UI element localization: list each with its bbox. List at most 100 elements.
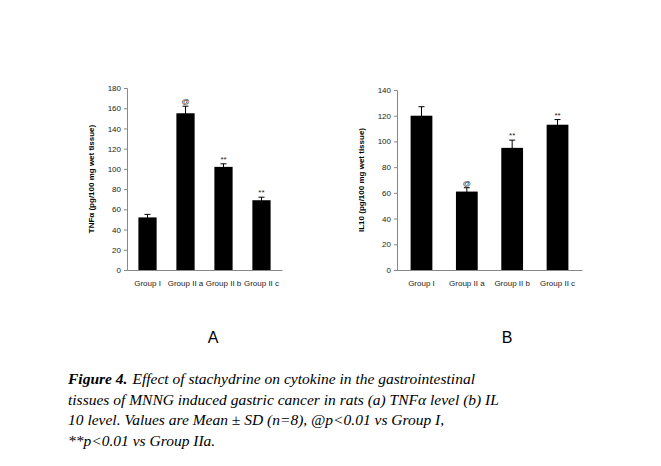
bar [252, 200, 270, 270]
y-tick-label: 0 [387, 266, 392, 275]
y-tick: 80 [382, 163, 397, 172]
chart: 0 20 40 60 80 100 120 140 160 180 Group I Group II … [87, 84, 283, 346]
y-tick: 120 [378, 112, 397, 121]
y-tick-mark [124, 149, 127, 150]
significance-mark: ** [220, 155, 226, 164]
figure: 0 20 40 60 80 100 120 140 160 180 Group I Group II … [0, 0, 661, 466]
error-bar-cap [418, 106, 424, 107]
x-axis: Group I Group II aGroup II bGroup II c [128, 270, 283, 288]
y-tick-label: 120 [378, 112, 392, 121]
error-bar-cap [145, 214, 151, 215]
y-tick: 40 [112, 226, 127, 235]
y-tick-label: 20 [112, 246, 121, 255]
y-tick: 20 [382, 240, 397, 249]
caption-label: Figure 4. [67, 370, 127, 387]
y-tick-label: 60 [382, 189, 391, 198]
y-tick-mark [124, 250, 127, 251]
error-bar-stem [466, 188, 467, 196]
error-bar [220, 164, 226, 170]
plot-area [138, 106, 270, 270]
x-tick: Group II c [540, 270, 575, 288]
y-tick-label: 40 [382, 215, 391, 224]
x-tick-label: Group II a [168, 279, 204, 288]
caption-line: 10 level. Values are Mean ± SD (n=8), @p… [68, 411, 444, 429]
error-bar-stem [512, 140, 513, 155]
y-tick: 40 [382, 215, 397, 224]
error-bar [509, 140, 515, 155]
chart: 0 20 40 60 80 100 120 140 Group I Group II a Group… [357, 86, 583, 346]
y-tick-label: 180 [108, 84, 122, 93]
x-tick: Group I [408, 270, 435, 288]
y-tick-mark [124, 88, 127, 89]
bar [456, 192, 478, 270]
y-tick-mark [394, 193, 397, 194]
error-bar-stem [261, 197, 262, 203]
x-tick-label: Group I [134, 279, 161, 288]
x-tick: Group II c [244, 270, 279, 288]
y-tick: 140 [378, 86, 397, 95]
caption-line: **p<0.01 vs Group IIa. [68, 432, 215, 449]
y-tick-mark [124, 230, 127, 231]
y-tick-label: 140 [378, 86, 392, 95]
y-tick-mark [394, 219, 397, 220]
plot-area [411, 107, 569, 270]
y-tick: 100 [108, 165, 127, 174]
caption-line: Figure 4.Effect of stachydrine on cytoki… [67, 370, 475, 387]
significance-mark: ** [258, 188, 264, 197]
y-tick-label: 80 [382, 163, 391, 172]
y-axis: 0 20 40 60 80 100 120 140 160 180 [108, 84, 128, 275]
y-tick: 160 [108, 104, 127, 113]
caption-text: Effect of stachydrine on cytokine in the… [131, 370, 475, 387]
x-tick: Group I [134, 270, 161, 288]
bar [138, 217, 156, 270]
y-tick: 100 [378, 137, 397, 146]
y-tick-label: 20 [382, 240, 391, 249]
y-axis-line [124, 89, 128, 271]
significance-mark: @ [463, 179, 471, 188]
y-tick-label: 40 [112, 226, 121, 235]
bar [176, 113, 194, 270]
x-tick-label: Group II c [540, 279, 575, 288]
y-tick-label: 100 [108, 165, 122, 174]
y-tick-mark [124, 270, 127, 271]
error-bar-stem [147, 214, 148, 220]
x-tick-label: Group II b [206, 279, 242, 288]
y-tick-mark [124, 108, 127, 109]
y-tick: 60 [112, 205, 127, 214]
error-bar [183, 106, 189, 120]
y-tick-mark [124, 189, 127, 190]
x-tick: Group II a [449, 270, 485, 288]
y-tick-mark [394, 244, 397, 245]
y-tick: 60 [382, 189, 397, 198]
bar [214, 167, 232, 270]
caption-line: tissues of MNNG induced gastric cancer i… [68, 391, 499, 409]
y-tick-mark [394, 116, 397, 117]
y-tick-mark [394, 167, 397, 168]
error-bar [145, 214, 151, 220]
x-axis-line [128, 270, 283, 271]
x-tick-label: Group II b [494, 279, 530, 288]
error-bar [258, 197, 264, 203]
y-tick-label: 60 [112, 205, 121, 214]
y-tick-label: 160 [108, 104, 122, 113]
error-bar [464, 188, 470, 196]
y-tick-label: 80 [112, 185, 121, 194]
significance-mark: @ [181, 97, 189, 106]
y-tick-label: 140 [108, 125, 122, 134]
x-axis-line [398, 270, 583, 271]
y-tick-label: 0 [117, 266, 122, 275]
y-tick: 140 [108, 125, 127, 134]
y-tick: 180 [108, 84, 127, 93]
bar [411, 116, 433, 270]
y-tick-label: 120 [108, 145, 122, 154]
y-tick: 0 [387, 266, 397, 275]
x-tick: Group II b [494, 270, 530, 288]
y-axis-line [394, 91, 398, 271]
y-axis-title: TNFα (pg/100 mg wet tissue) [87, 124, 96, 233]
y-tick-mark [124, 128, 127, 129]
error-bar-stem [223, 164, 224, 170]
y-tick: 20 [112, 246, 127, 255]
significance-mark: ** [554, 111, 560, 120]
bar [547, 125, 569, 270]
significance-mark: ** [509, 131, 515, 140]
